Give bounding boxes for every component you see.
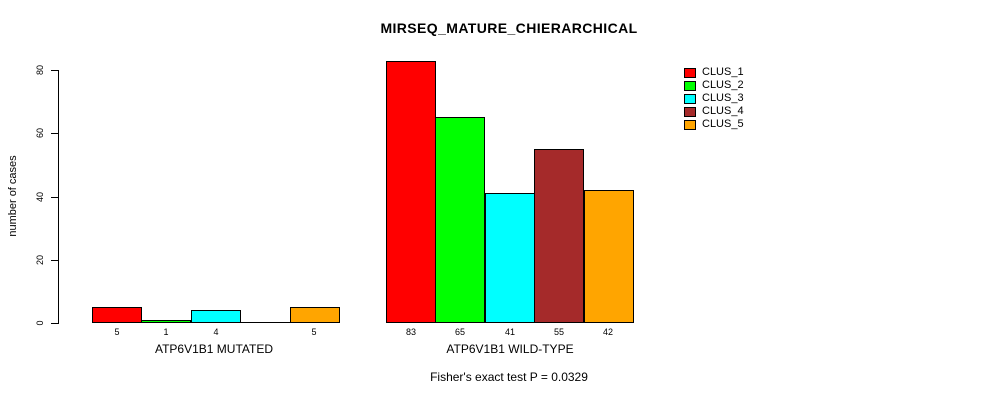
bar-value-label: 55: [553, 327, 565, 337]
legend-label: CLUS_5: [702, 118, 744, 130]
bar-value-label: 42: [602, 327, 614, 337]
y-tick-label: 20: [35, 254, 45, 265]
bar-clus-1: [386, 61, 436, 323]
bar-value-label: 4: [213, 327, 219, 337]
legend-item-clus-3: CLUS_3: [684, 92, 744, 105]
bar-clus-4: [534, 149, 584, 323]
legend-swatch-clus-3: [684, 93, 696, 104]
bar-clus-2: [435, 117, 485, 323]
x-group-label-wild-type: ATP6V1B1 WILD-TYPE: [446, 342, 574, 356]
bar-zero-clus-4: [240, 322, 290, 323]
y-tick-mark: [51, 196, 58, 198]
y-tick-mark: [51, 323, 58, 324]
legend-swatch-clus-1: [684, 67, 696, 78]
legend-label: CLUS_2: [702, 79, 744, 91]
legend-swatch-clus-4: [684, 106, 696, 117]
y-tick-label: 40: [35, 191, 45, 202]
bar-clus-3: [191, 310, 241, 323]
bar-clus-1: [92, 307, 142, 323]
legend-label: CLUS_3: [702, 92, 744, 104]
legend-item-clus-1: CLUS_1: [684, 66, 744, 79]
bar-value-label: 41: [504, 327, 516, 337]
legend-item-clus-4: CLUS_4: [684, 105, 744, 118]
bar-clus-3: [485, 193, 535, 323]
bar-value-label: 65: [454, 327, 466, 337]
legend-item-clus-2: CLUS_2: [684, 79, 744, 92]
bar-value-label: 5: [114, 327, 120, 337]
legend: CLUS_1 CLUS_2 CLUS_3 CLUS_4 CLUS_5: [684, 66, 744, 131]
y-axis-line: [58, 70, 59, 324]
bar-clus-2: [141, 320, 191, 323]
bar-clus-5: [290, 307, 340, 323]
y-tick-mark: [51, 133, 58, 135]
legend-label: CLUS_4: [702, 105, 744, 117]
y-tick-label: 0: [35, 320, 45, 326]
y-axis-label: number of cases: [7, 155, 19, 237]
y-tick-mark: [51, 259, 58, 261]
chart-title: MIRSEQ_MATURE_CHIERARCHICAL: [380, 20, 638, 36]
y-tick-mark: [51, 70, 58, 71]
legend-swatch-clus-5: [684, 119, 696, 130]
legend-item-clus-5: CLUS_5: [684, 118, 744, 131]
x-group-label-mutated: ATP6V1B1 MUTATED: [154, 342, 274, 356]
bar-value-label: 1: [163, 327, 169, 337]
y-tick-label: 80: [35, 64, 45, 76]
legend-label: CLUS_1: [702, 66, 744, 78]
bar-clus-5: [584, 190, 634, 323]
bar-value-label: 83: [405, 327, 417, 337]
fisher-test-annotation: Fisher's exact test P = 0.0329: [430, 370, 588, 384]
legend-swatch-clus-2: [684, 80, 696, 91]
bar-value-label: 5: [311, 327, 317, 337]
y-tick-label: 60: [35, 128, 45, 139]
